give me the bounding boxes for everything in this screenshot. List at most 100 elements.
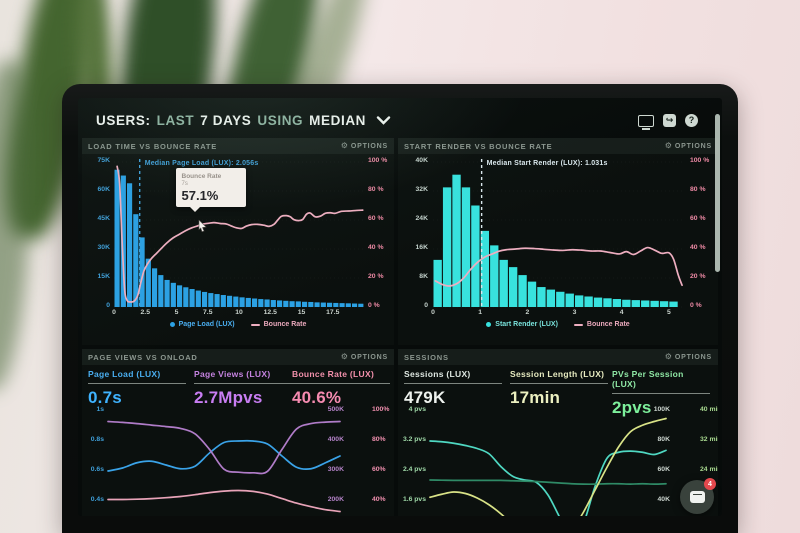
metric-value: 479K [404,388,446,407]
metric-1: Session Length (LUX) 17min [510,369,608,408]
metric-underline [194,383,292,384]
page-views-vs-onload-svg [107,420,341,513]
x-axis-tick: 10 [235,309,243,316]
y-axis-tick-right: 0 % [690,302,702,309]
metric-1: Page Views (LUX) 2.7Mpvs [194,369,292,408]
options-button[interactable]: ⚙ OPTIONS [340,141,388,150]
chevron-down-icon[interactable] [376,112,391,130]
y-axis-tick-right: 80 % [368,186,384,193]
x-axis-tick: 7.5 [203,309,213,316]
metric-value: 0.7s [88,388,122,407]
y-axis-tick-right-2: 32 min [700,436,718,443]
monitor-icon[interactable] [638,114,654,130]
y-axis-tick-left: 0.4s [90,496,104,503]
header-range-label: 7 DAYS [200,112,252,128]
panel-title: SESSIONS [404,352,449,362]
header-last-label: LAST [156,112,195,128]
x-axis-tick: 2 [525,309,530,316]
header-users-label: USERS: [96,112,151,128]
metric-value: 2pvs [612,398,652,417]
y-axis-tick-left: 1.6 pvs [402,496,426,503]
options-button[interactable]: ⚙ OPTIONS [340,352,388,361]
y-axis-tick-right: 0 % [368,302,380,309]
y-axis-tick-right-1: 40K [657,496,670,503]
y-axis-tick-right-2: 40 min [700,406,718,413]
gear-icon: ⚙ [664,141,672,150]
panel-title: LOAD TIME VS BOUNCE RATE [88,141,218,151]
start-render-vs-bounce-rate-svg [433,159,683,308]
tooltip: Bounce Rate 7s 57.1% [175,168,246,213]
metric-underline [510,383,608,384]
y-axis-tick-right-2: 24 min [700,466,718,473]
y-axis-tick-left: 1s [96,406,104,413]
x-axis-tick: 3 [572,309,577,316]
legend-dot-icon [486,322,492,327]
help-icon[interactable]: ? [685,114,698,127]
y-axis-tick-right-1: 400K [327,436,344,443]
y-axis-tick-left: 60K [97,186,110,193]
panel-title: START RENDER VS BOUNCE RATE [404,141,553,151]
header-metric-label: MEDIAN [309,112,367,128]
metric-label: Sessions (LUX) [404,369,471,379]
chart-legend: Start Render (LUX) Bounce Rate [398,321,718,328]
y-axis-tick-left: 40K [415,157,428,164]
y-axis-tick-left: 0 [424,302,428,309]
metric-label: PVs Per Session (LUX) [612,369,684,389]
metric-label: Session Length (LUX) [510,369,605,379]
y-axis-tick-right: 100 % [690,157,710,164]
metric-value: 2.7Mpvs [194,388,263,407]
chart-legend: Page Load (LUX) Bounce Rate [82,321,394,328]
y-axis-tick-right-1: 80K [657,436,670,443]
metric-label: Bounce Rate (LUX) [292,369,375,379]
options-button[interactable]: ⚙ OPTIONS [664,352,712,361]
metric-underline [612,393,710,394]
laptop: USERS: LAST 7 DAYS USING MEDIAN ↪ ? LOAD… [62,84,738,533]
chat-widget-button[interactable]: 4 [680,478,716,514]
x-axis-tick: 5 [174,309,179,316]
share-icon[interactable]: ↪ [663,114,676,127]
gear-icon: ⚙ [340,141,348,150]
legend-label: Bounce Rate [263,321,307,328]
metric-value: 17min [510,388,561,407]
users-filter-dropdown[interactable]: USERS: LAST 7 DAYS USING MEDIAN [96,110,391,130]
y-axis-tick-right-1: 300K [327,466,344,473]
median-annotation-label: Median Start Render (LUX): 1.031s [486,160,608,167]
y-axis-tick-right-2: 40% [372,496,386,503]
gear-icon: ⚙ [664,352,672,361]
tooltip-title: Bounce Rate [181,173,222,181]
x-axis-tick: 0 [431,309,435,316]
y-axis-tick-left: 30K [97,244,110,251]
panel-title: PAGE VIEWS VS ONLOAD [88,352,198,362]
y-axis-tick-right: 80 % [690,186,706,193]
y-axis-tick-right: 40 % [368,244,384,251]
legend-dot-icon [169,322,175,327]
y-axis-tick-left: 0 [106,302,110,309]
y-axis-tick-right-1: 100K [653,406,670,413]
y-axis-tick-right: 100 % [368,157,388,164]
scrollbar[interactable] [715,114,720,272]
y-axis-tick-left: 0.8s [90,436,104,443]
x-axis-tick: 2.5 [140,309,150,316]
y-axis-tick-left: 2.4 pvs [402,466,426,473]
legend-item: Page Load (LUX) [169,321,235,328]
y-axis-tick-right: 40 % [690,244,706,251]
chat-badge: 4 [704,478,716,490]
x-axis-tick: 5 [666,309,671,316]
metric-underline [88,383,186,384]
y-axis-tick-left: 32K [415,186,428,193]
panel-sessions: SESSIONS ⚙ OPTIONS Sessions (LUX) 479K Ses… [398,349,718,516]
y-axis-tick-right-1: 500K [327,406,344,413]
options-button[interactable]: ⚙ OPTIONS [664,141,712,150]
panel-start-render-vs-bounce-rate: START RENDER VS BOUNCE RATE ⚙ OPTIONS Me… [398,138,718,345]
metric-label: Page Load (LUX) [88,369,161,379]
y-axis-tick-right-2: 100% [372,406,390,413]
panel-load-time-vs-bounce-rate: LOAD TIME VS BOUNCE RATE ⚙ OPTIONS Media… [82,138,394,345]
y-axis-tick-left: 3.2 pvs [402,436,426,443]
panel-page-views-vs-onload: PAGE VIEWS VS ONLOAD ⚙ OPTIONS Page Load… [82,349,394,516]
x-axis-tick: 15 [297,309,306,316]
y-axis-tick-right-1: 60K [657,466,670,473]
y-axis-tick-right-1: 200K [327,496,344,503]
x-axis-tick: 0 [112,309,116,316]
y-axis-tick-right-2: 80% [372,436,386,443]
y-axis-tick-left: 16K [415,244,428,251]
